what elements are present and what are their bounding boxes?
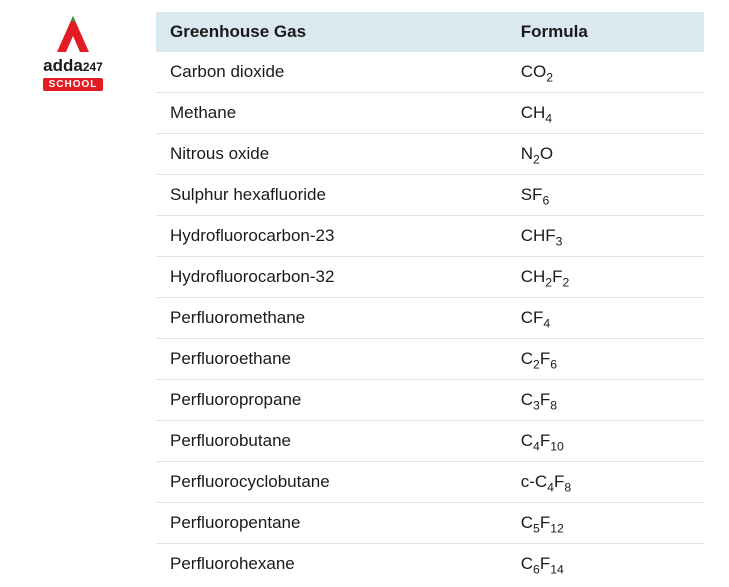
cell-formula: CH2F2 <box>507 257 704 298</box>
table-row: Carbon dioxideCO2 <box>156 52 704 93</box>
table-row: MethaneCH4 <box>156 93 704 134</box>
brand-number: 247 <box>83 60 103 74</box>
cell-gas: Perfluorobutane <box>156 421 507 462</box>
logo-a-icon <box>49 14 97 54</box>
cell-formula: SF6 <box>507 175 704 216</box>
cell-gas: Methane <box>156 93 507 134</box>
cell-gas: Hydrofluorocarbon-23 <box>156 216 507 257</box>
cell-formula: CF4 <box>507 298 704 339</box>
cell-formula: CH4 <box>507 93 704 134</box>
table-row: Hydrofluorocarbon-23CHF3 <box>156 216 704 257</box>
cell-gas: Sulphur hexafluoride <box>156 175 507 216</box>
table-row: PerfluorohexaneC6F14 <box>156 544 704 585</box>
cell-gas: Carbon dioxide <box>156 52 507 93</box>
table-row: PerfluoropropaneC3F8 <box>156 380 704 421</box>
cell-gas: Perfluoropropane <box>156 380 507 421</box>
cell-formula: C4F10 <box>507 421 704 462</box>
cell-formula: N2O <box>507 134 704 175</box>
table-row: PerfluoromethaneCF4 <box>156 298 704 339</box>
table-row: Nitrous oxideN2O <box>156 134 704 175</box>
cell-formula: C5F12 <box>507 503 704 544</box>
cell-gas: Perfluorocyclobutane <box>156 462 507 503</box>
column-header-gas: Greenhouse Gas <box>156 12 507 52</box>
cell-formula: CO2 <box>507 52 704 93</box>
table-row: Perfluorocyclobutanec-C4F8 <box>156 462 704 503</box>
table-row: Hydrofluorocarbon-32CH2F2 <box>156 257 704 298</box>
cell-formula: C6F14 <box>507 544 704 585</box>
greenhouse-gas-table: Greenhouse Gas Formula Carbon dioxideCO2… <box>156 12 704 584</box>
table-row: PerfluoroethaneC2F6 <box>156 339 704 380</box>
cell-formula: CHF3 <box>507 216 704 257</box>
brand-logo: adda247 SCHOOL <box>18 14 128 91</box>
logo-badge: SCHOOL <box>43 78 104 91</box>
table-row: PerfluoropentaneC5F12 <box>156 503 704 544</box>
column-header-formula: Formula <box>507 12 704 52</box>
cell-gas: Nitrous oxide <box>156 134 507 175</box>
cell-formula: C3F8 <box>507 380 704 421</box>
cell-gas: Perfluoropentane <box>156 503 507 544</box>
brand-name: adda <box>43 56 83 75</box>
table-header-row: Greenhouse Gas Formula <box>156 12 704 52</box>
cell-gas: Hydrofluorocarbon-32 <box>156 257 507 298</box>
table-row: PerfluorobutaneC4F10 <box>156 421 704 462</box>
cell-formula: C2F6 <box>507 339 704 380</box>
table: Greenhouse Gas Formula Carbon dioxideCO2… <box>156 12 704 584</box>
cell-gas: Perfluoromethane <box>156 298 507 339</box>
cell-gas: Perfluorohexane <box>156 544 507 585</box>
cell-gas: Perfluoroethane <box>156 339 507 380</box>
table-row: Sulphur hexafluorideSF6 <box>156 175 704 216</box>
cell-formula: c-C4F8 <box>507 462 704 503</box>
logo-text: adda247 <box>18 56 128 76</box>
